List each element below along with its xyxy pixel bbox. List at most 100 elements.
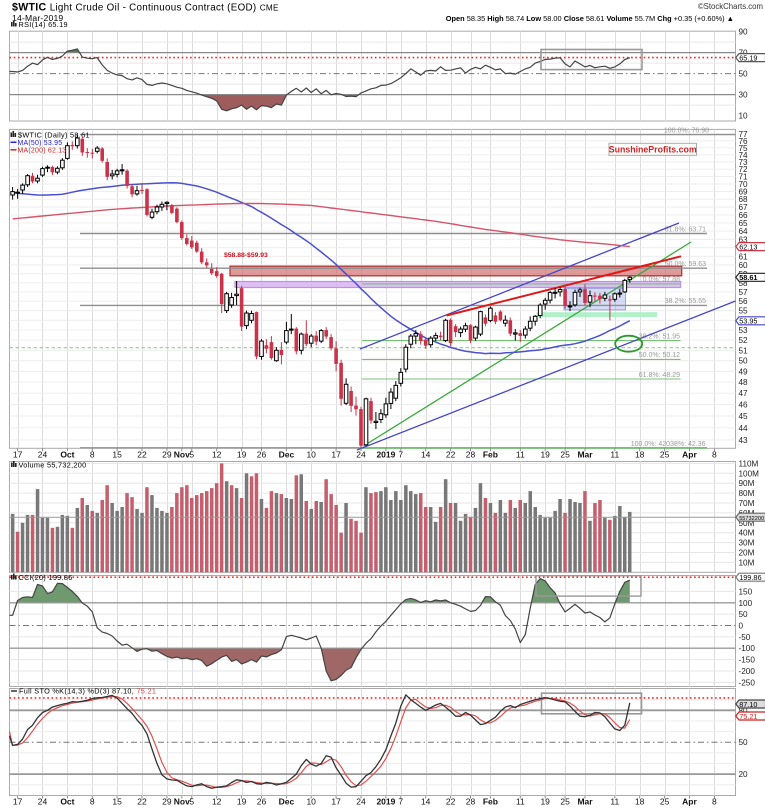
svg-text:64: 64 <box>739 227 749 236</box>
svg-text:14: 14 <box>421 450 431 460</box>
svg-text:47: 47 <box>739 389 749 398</box>
svg-text:-50: -50 <box>739 633 751 642</box>
svg-text:25: 25 <box>660 797 670 807</box>
svg-text:24: 24 <box>356 450 366 460</box>
svg-text:Open 58.35 High 58.74 Low 58.0: Open 58.35 High 58.74 Low 58.00 Close 58… <box>446 14 734 23</box>
svg-text:44: 44 <box>739 424 749 433</box>
svg-text:-250: -250 <box>739 678 756 687</box>
svg-text:25: 25 <box>660 450 670 460</box>
svg-text:49: 49 <box>739 367 749 376</box>
svg-text:$58.88-$59.93: $58.88-$59.93 <box>224 252 268 259</box>
svg-text:70: 70 <box>739 180 749 189</box>
svg-text:51: 51 <box>739 346 749 355</box>
svg-text:0: 0 <box>739 622 744 631</box>
svg-text:67: 67 <box>739 203 749 212</box>
svg-text:19: 19 <box>237 797 247 807</box>
svg-text:18: 18 <box>635 797 645 807</box>
svg-text:8: 8 <box>90 450 95 460</box>
svg-text:18: 18 <box>635 450 645 460</box>
svg-text:73: 73 <box>739 158 749 167</box>
svg-text:75: 75 <box>739 144 749 153</box>
svg-text:10: 10 <box>306 797 316 807</box>
svg-text:14: 14 <box>421 797 431 807</box>
svg-text:57: 57 <box>739 288 749 297</box>
svg-text:10: 10 <box>306 450 316 460</box>
svg-text:Mar: Mar <box>577 797 593 807</box>
svg-text:55: 55 <box>739 307 749 316</box>
svg-text:17: 17 <box>13 450 23 460</box>
svg-text:110M: 110M <box>739 459 759 468</box>
svg-text:50: 50 <box>739 357 749 366</box>
svg-text:61.8%: 48.29: 61.8%: 48.29 <box>639 372 680 379</box>
svg-text:50.0%: 50.12: 50.0%: 50.12 <box>639 352 680 359</box>
svg-text:72: 72 <box>739 165 749 174</box>
svg-text:MA(50) 53.95: MA(50) 53.95 <box>18 140 63 147</box>
svg-text:50: 50 <box>739 610 749 619</box>
svg-text:25: 25 <box>560 797 570 807</box>
svg-text:CCI(20) 199.86: CCI(20) 199.86 <box>19 573 73 582</box>
svg-text:0.0%: 57.88: 0.0%: 57.88 <box>643 277 680 284</box>
svg-text:-200: -200 <box>739 667 756 676</box>
svg-text:5: 5 <box>189 450 194 460</box>
svg-text:29: 29 <box>162 450 172 460</box>
svg-text:12: 12 <box>212 450 222 460</box>
svg-text:2019: 2019 <box>376 450 395 460</box>
svg-text:76: 76 <box>739 137 749 146</box>
svg-text:$WTIC (Daily) 58.61: $WTIC (Daily) 58.61 <box>18 130 90 139</box>
svg-text:17: 17 <box>331 450 341 460</box>
svg-text:29: 29 <box>162 797 172 807</box>
svg-text:14-Mar-2019: 14-Mar-2019 <box>12 13 63 23</box>
svg-text:17: 17 <box>13 797 23 807</box>
svg-text:65.19: 65.19 <box>739 54 757 63</box>
svg-text:30: 30 <box>739 91 749 100</box>
svg-text:50M: 50M <box>739 519 755 528</box>
svg-text:199.86: 199.86 <box>739 573 761 582</box>
svg-text:-100: -100 <box>739 644 756 653</box>
svg-text:25: 25 <box>560 450 570 460</box>
svg-text:26: 26 <box>257 797 267 807</box>
svg-text:22: 22 <box>446 450 456 460</box>
svg-text:28: 28 <box>466 797 476 807</box>
svg-text:7: 7 <box>398 450 403 460</box>
svg-text:22: 22 <box>137 450 147 460</box>
svg-text:11: 11 <box>516 450 525 460</box>
svg-text:26: 26 <box>257 450 267 460</box>
svg-text:90M: 90M <box>739 479 755 488</box>
svg-text:2019: 2019 <box>376 797 395 807</box>
svg-text:24: 24 <box>38 450 48 460</box>
svg-text:38.2%: 51.95: 38.2%: 51.95 <box>639 333 680 340</box>
svg-text:74: 74 <box>739 151 749 160</box>
svg-text:Nov: Nov <box>174 450 190 460</box>
svg-text:19: 19 <box>237 450 247 460</box>
svg-text:Apr: Apr <box>682 797 697 807</box>
svg-text:19: 19 <box>540 797 550 807</box>
svg-text:48: 48 <box>739 378 749 387</box>
svg-text:7: 7 <box>398 797 403 807</box>
svg-text:©StockCharts.com: ©StockCharts.com <box>698 2 763 11</box>
svg-text:77: 77 <box>739 130 749 139</box>
svg-text:58.61: 58.61 <box>739 273 757 282</box>
svg-text:$WTIC Light Crude Oil - Contin: $WTIC Light Crude Oil - Continuous Contr… <box>12 2 279 14</box>
svg-text:Full STO %K(14,3) %D(3) 87.10,: Full STO %K(14,3) %D(3) 87.10, 75.21 <box>19 687 156 696</box>
svg-text:43: 43 <box>739 436 749 445</box>
svg-text:100.0%: 76.90: 100.0%: 76.90 <box>664 127 709 134</box>
svg-text:30M: 30M <box>739 539 755 548</box>
svg-text:63: 63 <box>739 235 749 244</box>
svg-text:71: 71 <box>739 173 749 182</box>
svg-text:Nov: Nov <box>174 797 190 807</box>
svg-text:Volume 55,732,200: Volume 55,732,200 <box>19 460 87 469</box>
svg-text:90: 90 <box>739 28 749 37</box>
svg-text:8: 8 <box>712 797 717 807</box>
svg-text:150: 150 <box>739 587 753 596</box>
svg-text:50: 50 <box>739 738 749 747</box>
svg-text:RSI(14) 65.19: RSI(14) 65.19 <box>19 20 68 29</box>
svg-text:66: 66 <box>739 211 749 220</box>
svg-text:65: 65 <box>739 219 749 228</box>
svg-text:Oct: Oct <box>60 797 74 807</box>
svg-text:19: 19 <box>540 450 550 460</box>
svg-text:38.2%: 55.55: 38.2%: 55.55 <box>665 298 706 305</box>
svg-text:22: 22 <box>137 797 147 807</box>
svg-text:100.0%: 42038%: 42.36: 100.0%: 42038%: 42.36 <box>631 441 706 448</box>
svg-text:80M: 80M <box>739 489 755 498</box>
svg-text:22: 22 <box>446 797 456 807</box>
